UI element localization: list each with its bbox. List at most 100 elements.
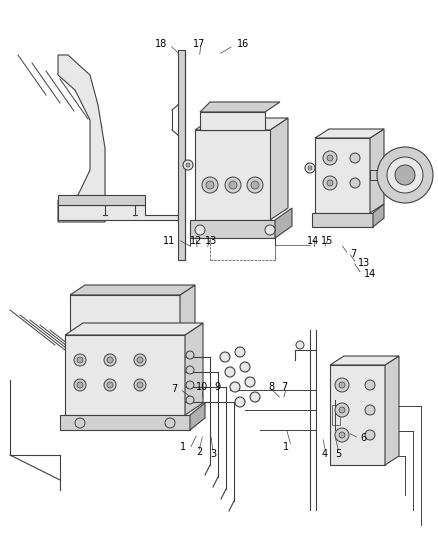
- Polygon shape: [58, 55, 105, 222]
- Polygon shape: [190, 220, 275, 238]
- Circle shape: [245, 377, 255, 387]
- Circle shape: [339, 382, 345, 388]
- Circle shape: [134, 379, 146, 391]
- Bar: [370, 170, 380, 180]
- Circle shape: [186, 396, 194, 404]
- Text: 7: 7: [171, 384, 177, 394]
- Circle shape: [240, 362, 250, 372]
- Polygon shape: [330, 356, 399, 365]
- Circle shape: [235, 347, 245, 357]
- Circle shape: [365, 430, 375, 440]
- Polygon shape: [70, 285, 195, 295]
- Bar: [330, 365, 385, 465]
- Circle shape: [229, 181, 237, 189]
- Circle shape: [77, 382, 83, 388]
- Circle shape: [335, 428, 349, 442]
- Text: 14: 14: [307, 237, 319, 246]
- Circle shape: [323, 176, 337, 190]
- Circle shape: [74, 354, 86, 366]
- Circle shape: [107, 382, 113, 388]
- Polygon shape: [65, 323, 203, 335]
- Circle shape: [134, 354, 146, 366]
- Polygon shape: [60, 415, 190, 430]
- Circle shape: [296, 341, 304, 349]
- Text: 7: 7: [282, 382, 288, 392]
- Polygon shape: [200, 102, 280, 112]
- Circle shape: [183, 160, 193, 170]
- Text: 8: 8: [268, 382, 274, 392]
- Circle shape: [225, 367, 235, 377]
- Text: 14: 14: [364, 269, 376, 279]
- Circle shape: [350, 178, 360, 188]
- Text: 10: 10: [196, 382, 208, 392]
- Circle shape: [186, 366, 194, 374]
- Circle shape: [186, 163, 190, 167]
- Circle shape: [265, 225, 275, 235]
- Circle shape: [230, 382, 240, 392]
- Circle shape: [235, 397, 245, 407]
- Circle shape: [202, 177, 218, 193]
- Circle shape: [107, 357, 113, 363]
- Polygon shape: [185, 323, 203, 415]
- Circle shape: [365, 405, 375, 415]
- Polygon shape: [270, 118, 288, 220]
- Text: 18: 18: [155, 39, 167, 49]
- Circle shape: [195, 225, 205, 235]
- Circle shape: [335, 378, 349, 392]
- Text: 17: 17: [193, 39, 205, 49]
- Text: 5: 5: [335, 449, 341, 458]
- Circle shape: [250, 392, 260, 402]
- Text: 2: 2: [196, 447, 202, 457]
- Circle shape: [377, 147, 433, 203]
- Circle shape: [350, 153, 360, 163]
- Circle shape: [104, 354, 116, 366]
- Bar: [315, 138, 370, 213]
- Text: 1: 1: [283, 442, 290, 451]
- Text: 7: 7: [350, 249, 357, 259]
- Bar: [200, 112, 265, 130]
- Circle shape: [186, 351, 194, 359]
- Text: 15: 15: [321, 237, 334, 246]
- Polygon shape: [315, 129, 384, 138]
- Circle shape: [251, 181, 259, 189]
- Polygon shape: [178, 50, 185, 260]
- Bar: [332, 405, 340, 425]
- Circle shape: [327, 155, 333, 161]
- Circle shape: [137, 382, 143, 388]
- Text: 1: 1: [180, 442, 186, 451]
- Circle shape: [339, 432, 345, 438]
- Polygon shape: [58, 205, 178, 220]
- Text: 12: 12: [190, 237, 202, 246]
- Circle shape: [247, 177, 263, 193]
- Text: 11: 11: [163, 237, 175, 246]
- Text: 4: 4: [322, 449, 328, 458]
- Text: 13: 13: [358, 259, 371, 268]
- Circle shape: [104, 379, 116, 391]
- Circle shape: [308, 166, 312, 170]
- Polygon shape: [373, 204, 384, 227]
- Circle shape: [225, 177, 241, 193]
- Polygon shape: [312, 213, 373, 227]
- Circle shape: [327, 180, 333, 186]
- Circle shape: [186, 381, 194, 389]
- Circle shape: [335, 403, 349, 417]
- Circle shape: [137, 357, 143, 363]
- Polygon shape: [370, 129, 384, 213]
- Circle shape: [387, 157, 423, 193]
- Circle shape: [74, 379, 86, 391]
- Circle shape: [206, 181, 214, 189]
- Bar: [65, 335, 185, 415]
- Text: 9: 9: [215, 382, 221, 392]
- Polygon shape: [195, 118, 288, 130]
- Polygon shape: [58, 195, 145, 205]
- Text: 6: 6: [360, 433, 366, 443]
- Circle shape: [77, 357, 83, 363]
- Circle shape: [395, 165, 415, 185]
- Circle shape: [305, 163, 315, 173]
- Polygon shape: [275, 208, 292, 238]
- Text: 13: 13: [205, 237, 217, 246]
- Circle shape: [339, 407, 345, 413]
- Polygon shape: [385, 356, 399, 465]
- Circle shape: [220, 352, 230, 362]
- Polygon shape: [180, 285, 195, 335]
